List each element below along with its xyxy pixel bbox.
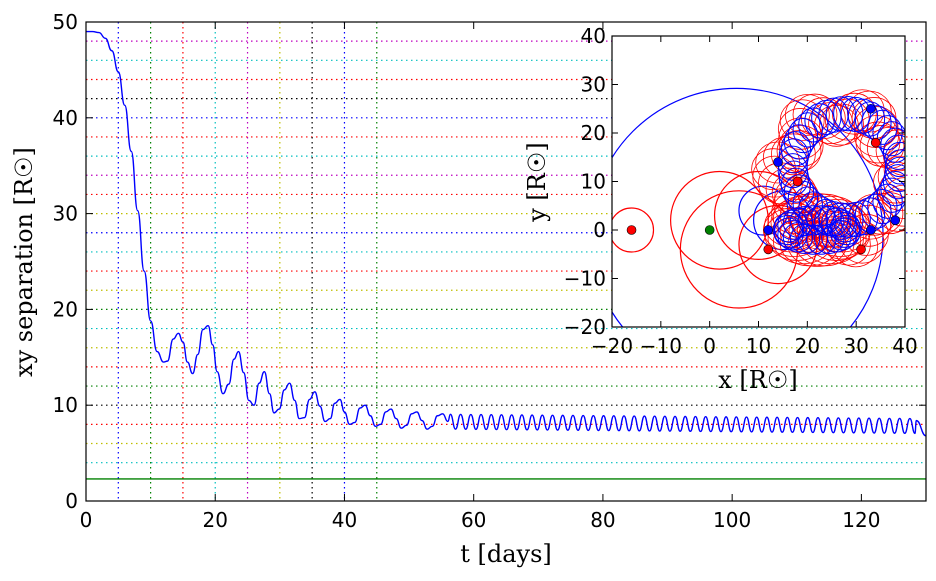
blue-epicycle [884,149,905,185]
red-epicycle [883,148,905,191]
inset-y-tick-label: 40 [581,24,606,48]
blue-epicycle [792,186,823,222]
red-epicycle [801,219,862,265]
position-marker [870,137,881,148]
inset-y-ticks: −20 −10 0 10 20 30 40 [564,24,905,339]
blue-epicycle [826,220,857,251]
x-tick-label: 100 [713,508,751,532]
blue-epicycle [821,222,852,253]
inset-x-axis-label: x [R☉] [718,366,797,394]
position-marker [773,157,783,167]
main-y-ticks: 0 10 20 30 40 50 [53,10,926,513]
blue-epicycle [780,167,812,203]
inset-x-tick-label: −20 [591,334,633,358]
main-x-axis-label: t [days] [460,540,552,568]
position-marker [626,225,637,235]
x-tick-label: 60 [461,508,486,532]
blue-epicycle [782,207,814,238]
position-marker [890,215,901,226]
main-x-ticks: 0 20 40 60 80 100 120 [80,22,880,532]
x-tick-label: 80 [590,508,615,532]
y-tick-label: 20 [53,297,78,321]
red-epicycle [785,94,830,136]
inset-orbit-paths [612,87,905,327]
y-tick-label: 10 [53,393,78,417]
y-tick-label: 50 [53,10,78,34]
inset-y-tick-label: −10 [564,267,606,291]
red-epicycle [808,102,853,144]
red-epicycle [867,192,905,235]
inset-x-tick-label: 20 [795,334,820,358]
red-epicycle [792,93,838,136]
x-tick-label: 0 [80,508,93,532]
blue-epicycle [783,124,815,160]
red-epicycle [839,221,885,264]
inset-y-tick-label: 0 [593,218,606,242]
inset-y-tick-label: −20 [564,315,606,339]
inset-y-tick-label: 20 [581,121,606,145]
position-marker [792,176,803,187]
blue-epicycle [811,99,842,136]
main-y-axis-label: xy separation [R☉] [10,147,38,377]
red-epicycle [778,125,824,167]
blue-epicycle [880,127,905,163]
red-epicycle [807,216,867,261]
blue-epicycle [792,112,823,148]
blue-epicycle [778,160,810,196]
blue-epicycle [787,117,819,154]
red-epicycle [819,103,864,146]
position-marker [866,103,876,114]
inset-x-ticks: −20 −10 0 10 20 30 40 [591,36,918,358]
red-epicycle [831,92,877,135]
x-tick-label: 20 [203,508,228,532]
blue-epicycle [804,103,835,139]
inset-y-axis-label: y [R☉] [523,142,551,223]
inset-x-tick-label: 10 [746,334,771,358]
blue-epicycle [806,224,837,255]
y-tick-label: 30 [53,202,78,226]
position-marker [704,225,715,235]
blue-epicycle [830,217,861,248]
blue-epicycle [830,212,861,243]
position-marker [856,244,866,255]
x-tick-label: 40 [332,508,357,532]
blue-epicycle [884,156,905,192]
inset-x-tick-label: 30 [843,334,868,358]
inset-markers [626,103,901,255]
blue-epicycle [880,171,905,207]
blue-epicycle [861,193,892,229]
inset-x-tick-label: −10 [640,334,682,358]
blue-epicycle [876,177,905,213]
red-orbit-loop [612,207,655,253]
blue-epicycle [798,191,829,227]
inset-x-tick-label: 40 [892,334,917,358]
y-tick-label: 0 [65,489,78,513]
blue-epicycle [833,96,864,132]
blue-epicycle [787,180,819,216]
blue-epicycle [773,212,805,243]
inset-y-tick-label: 10 [581,170,606,194]
position-marker [763,244,774,255]
blue-orbit-loop [612,87,884,327]
blue-epicycle [882,164,905,200]
blue-epicycle [789,223,821,254]
blue-epicycle [780,131,812,167]
main-plot-frame [85,21,927,502]
y-tick-label: 40 [53,106,78,130]
red-epicycle [877,155,905,198]
blue-epicycle [773,217,805,248]
blue-epicycle [825,96,856,132]
x-tick-label: 120 [842,508,880,532]
inset-x-tick-label: 0 [703,334,716,358]
blue-epicycle [867,189,898,225]
inset-chart: −20 −10 0 10 20 30 40 −20 −10 0 10 20 30 40 x [R☉] y… [523,24,918,394]
blue-epicycle [847,200,879,236]
inset-y-tick-label: 30 [581,73,606,97]
position-marker [763,225,774,235]
separation-series-line [86,30,927,437]
position-marker [866,225,876,235]
red-epicycle [773,195,833,241]
